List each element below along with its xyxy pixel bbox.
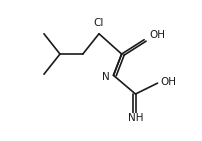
Text: OH: OH xyxy=(160,77,176,87)
Text: Cl: Cl xyxy=(93,18,104,28)
Text: N: N xyxy=(101,72,109,82)
Text: OH: OH xyxy=(149,30,165,40)
Text: NH: NH xyxy=(127,113,143,123)
